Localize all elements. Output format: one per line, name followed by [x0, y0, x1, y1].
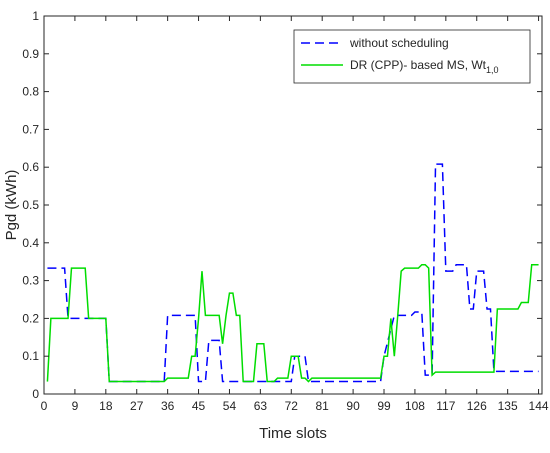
- legend-label-without-scheduling: without scheduling: [349, 36, 449, 50]
- y-tick-label: 0: [32, 387, 39, 401]
- x-tick-label: 0: [41, 399, 48, 413]
- x-tick-label: 63: [254, 399, 268, 413]
- y-tick-label: 0.4: [22, 236, 39, 250]
- y-tick-label: 0.5: [22, 198, 39, 212]
- legend: without scheduling DR (CPP)- based MS, W…: [293, 29, 531, 84]
- y-tick-label: 0.9: [22, 47, 39, 61]
- x-tick-label: 45: [192, 399, 206, 413]
- x-axis-label: Time slots: [259, 425, 327, 442]
- x-tick-label: 81: [316, 399, 330, 413]
- y-tick-label: 0.7: [22, 122, 39, 136]
- x-tick-label: 36: [161, 399, 175, 413]
- series-line-dr-cpp-based-ms: [46, 263, 539, 383]
- y-tick-label: 0.6: [22, 160, 39, 174]
- series-layer: [46, 163, 539, 383]
- x-tick-label: 90: [346, 399, 360, 413]
- y-tick-label: 0.3: [22, 274, 39, 288]
- legend-label-dr-cpp: DR (CPP)- based MS, Wt1,0: [350, 58, 499, 75]
- x-axis: 0 9 18 27 36 45 54 63 72 81 90 99 108 117 126 135 144: [41, 16, 549, 413]
- x-tick-label: 18: [99, 399, 113, 413]
- legend-label-dr-cpp-main: DR (CPP)- based MS, Wt: [350, 58, 487, 72]
- y-axis: 0 0.1 0.2 0.3 0.4 0.5 0.6 0.7 0.8 0.9 1: [22, 9, 542, 401]
- x-tick-label: 108: [405, 399, 425, 413]
- legend-label-dr-cpp-subscript: 1,0: [486, 65, 499, 75]
- x-tick-label: 54: [223, 399, 237, 413]
- x-tick-label: 135: [498, 399, 518, 413]
- x-tick-label: 117: [436, 399, 455, 413]
- x-tick-label: 126: [467, 399, 487, 413]
- y-tick-label: 1: [32, 9, 39, 23]
- y-tick-label: 0.8: [22, 85, 39, 99]
- y-tick-label: 0.2: [22, 311, 39, 325]
- legend-box: [293, 29, 531, 84]
- series-line-without-scheduling: [47, 163, 539, 383]
- x-tick-label: 9: [72, 399, 79, 413]
- x-tick-label: 72: [285, 399, 299, 413]
- x-tick-label: 99: [377, 399, 391, 413]
- x-tick-label: 144: [529, 399, 549, 413]
- y-tick-label: 0.1: [22, 349, 39, 363]
- y-axis-label: Pgd (kWh): [3, 170, 20, 241]
- x-tick-label: 27: [130, 399, 144, 413]
